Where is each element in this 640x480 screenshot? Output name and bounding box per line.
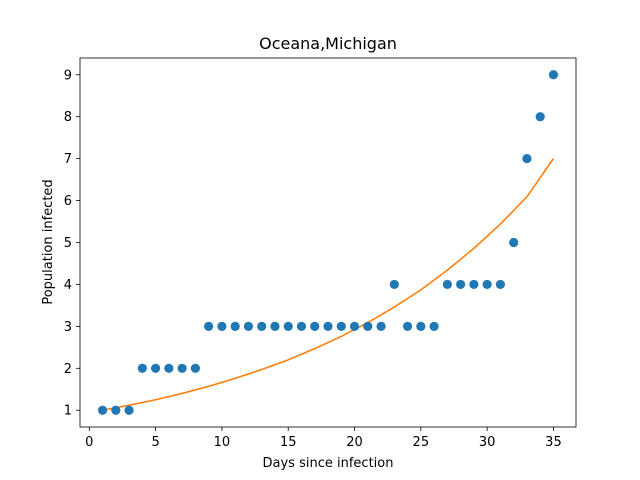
data-point xyxy=(204,321,214,331)
chart-title: Oceana,Michigan xyxy=(259,34,397,53)
data-point xyxy=(482,279,492,290)
data-point xyxy=(442,279,452,290)
data-point xyxy=(535,112,545,122)
data-point xyxy=(323,321,333,331)
x-tick-label: 35 xyxy=(545,435,562,450)
data-point xyxy=(376,321,386,331)
data-point xyxy=(310,321,320,331)
data-point xyxy=(217,321,227,331)
x-tick-label: 20 xyxy=(346,435,363,450)
y-axis-label: Population infected xyxy=(41,179,56,304)
data-point xyxy=(416,321,426,331)
data-point xyxy=(164,363,174,373)
data-point xyxy=(402,321,413,331)
x-tick-label: 30 xyxy=(479,435,496,450)
data-point xyxy=(177,363,187,373)
data-point xyxy=(509,237,519,248)
data-point xyxy=(495,279,506,290)
data-point xyxy=(257,321,267,331)
y-tick-label: 7 xyxy=(64,152,72,167)
y-tick-label: 5 xyxy=(64,236,72,251)
data-point xyxy=(389,279,399,290)
data-point xyxy=(230,321,240,331)
data-point xyxy=(97,405,108,415)
data-point xyxy=(429,321,439,331)
data-point xyxy=(336,321,346,331)
x-tick-label: 0 xyxy=(85,435,93,450)
data-point xyxy=(270,321,280,331)
data-point xyxy=(296,321,307,331)
data-point xyxy=(137,363,147,373)
y-tick-label: 9 xyxy=(64,68,72,83)
x-tick-label: 5 xyxy=(151,435,159,450)
y-tick-label: 6 xyxy=(64,194,72,209)
data-point xyxy=(456,279,466,290)
data-point xyxy=(469,279,479,290)
y-tick-label: 1 xyxy=(64,404,72,419)
fit-curve-line xyxy=(102,158,555,412)
y-tick-label: 8 xyxy=(64,110,72,125)
axes-frame xyxy=(79,57,577,428)
y-tick-label: 3 xyxy=(64,320,72,335)
data-point xyxy=(349,321,360,331)
data-point xyxy=(150,363,161,373)
data-point xyxy=(190,363,200,373)
y-tick-label: 4 xyxy=(64,278,72,293)
x-axis-label: Days since infection xyxy=(263,456,394,471)
data-point xyxy=(243,321,254,331)
data-point xyxy=(283,321,293,331)
data-point xyxy=(124,405,134,415)
data-point xyxy=(111,405,121,415)
data-point xyxy=(363,321,373,331)
x-tick-label: 10 xyxy=(214,435,231,450)
x-tick-label: 15 xyxy=(280,435,297,450)
data-point xyxy=(522,154,532,164)
plot-area: 0 5 10 15 20 25 30 35 1 2 3 4 5 6 7 8 9 xyxy=(64,57,577,450)
data-point xyxy=(548,70,559,80)
y-tick-label: 2 xyxy=(64,362,72,377)
x-tick-label: 25 xyxy=(413,435,430,450)
